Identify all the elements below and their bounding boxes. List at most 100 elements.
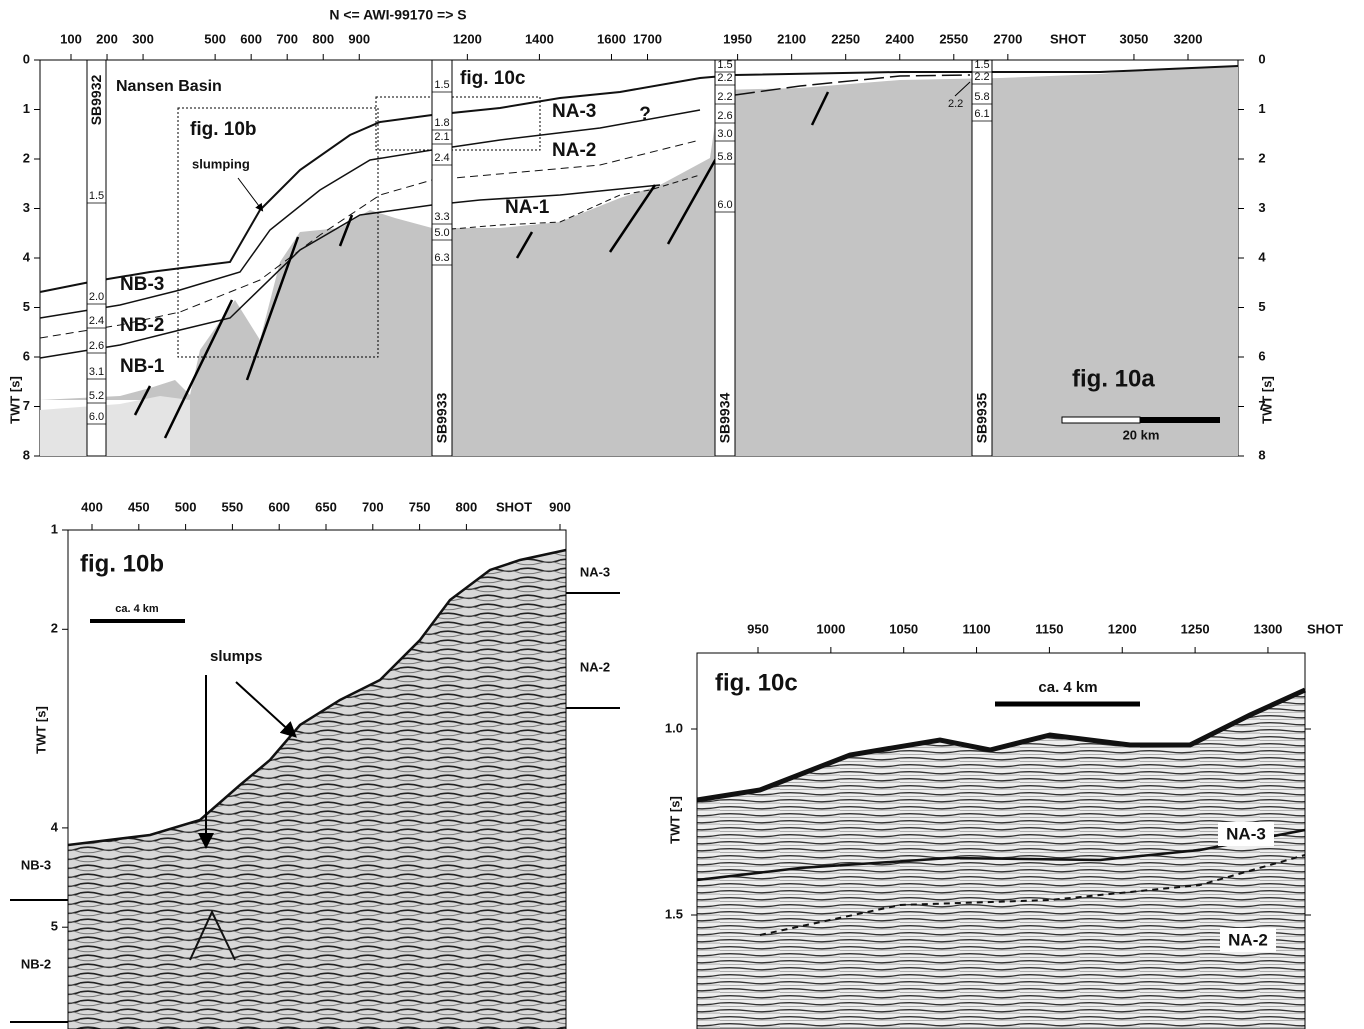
arrow: [235, 681, 297, 738]
y-tick-label: 1.5: [665, 906, 683, 921]
x-tick-label: 800: [456, 499, 478, 514]
inset-label: fig. 10c: [460, 68, 526, 89]
velocity-label: 2.6: [89, 340, 104, 352]
x-tick-label: 1200: [1108, 621, 1137, 636]
x-tick-label: 900: [549, 499, 571, 514]
x-tick-label: 3050: [1119, 31, 1148, 46]
x-tick-label: 700: [276, 31, 298, 46]
sediment-fill: [40, 396, 190, 456]
unit-label: NB-1: [120, 356, 165, 377]
x-tick-label: 600: [240, 31, 262, 46]
inset-box: [177, 107, 379, 358]
velocity-label: 2.4: [89, 315, 104, 327]
panel-10a: N <= AWI-99170 => S Nansen Basin fig. 10…: [7, 7, 1274, 457]
x-tick-label: 100: [60, 31, 82, 46]
velocity-label: 6.1: [974, 108, 989, 120]
inset-label: fig. 10b: [190, 119, 257, 140]
velocity-label: 2.2: [974, 71, 989, 83]
panel-label: fig. 10a: [1072, 365, 1155, 392]
y-tick-label: 1: [51, 521, 58, 536]
velocity-label: 5.8: [974, 91, 989, 103]
unit-label: NA-2: [580, 659, 610, 674]
station-name: SB9933: [434, 392, 450, 443]
horizon: [39, 109, 701, 319]
axis-label: SHOT: [1050, 31, 1086, 46]
x-tick-label: 200: [96, 31, 118, 46]
arrow: [237, 177, 264, 212]
station-column: [431, 59, 453, 457]
annotation: 2.2: [948, 98, 963, 110]
scale-label: ca. 4 km: [115, 603, 159, 615]
x-tick-label: 450: [128, 499, 150, 514]
profile-title: N <= AWI-99170 => S: [329, 7, 466, 23]
y-tick-label: 1: [23, 101, 30, 116]
velocity-label: 3.0: [717, 128, 732, 140]
axis-label: SHOT: [1307, 621, 1343, 636]
frame: [696, 652, 1306, 1029]
x-tick-label: 1300: [1253, 621, 1282, 636]
y-tick-label: 1: [1258, 101, 1265, 116]
x-tick-label: 2100: [777, 31, 806, 46]
station-column: [971, 59, 993, 457]
y-tick-label: 4: [23, 249, 31, 264]
velocity-label: 2.6: [717, 110, 732, 122]
station-name: SB9932: [88, 74, 104, 125]
velocity-label: 5.8: [717, 151, 732, 163]
unit-label: NA-3: [580, 564, 610, 579]
velocity-label: 5.2: [89, 390, 104, 402]
station-column: [714, 59, 736, 457]
x-tick-label: 800: [312, 31, 334, 46]
y-tick-label: 5: [1258, 299, 1265, 314]
inset-box: [375, 96, 541, 151]
scale-label: 20 km: [1123, 427, 1160, 442]
panel-label: fig. 10b: [80, 550, 164, 577]
y-tick-label: 2: [51, 621, 58, 636]
x-tick-label: 1100: [962, 621, 990, 636]
axis-label: SHOT: [496, 499, 532, 514]
unit-label: NA-3: [1226, 824, 1266, 843]
panel-10b: fig. 10b ca. 4 km slumps NA-3 NA-2 NB-3 …: [10, 499, 620, 1029]
y-tick-label: 5: [51, 919, 58, 934]
y-tick-label: 7: [1258, 398, 1265, 413]
label-bg: [1218, 822, 1274, 846]
annotation: slumping: [192, 156, 250, 171]
annotation: ?: [639, 104, 651, 125]
unit-label: NA-1: [505, 197, 550, 218]
velocity-label: 1.5: [89, 190, 104, 202]
x-tick-label: 1250: [1181, 621, 1210, 636]
horizon: [734, 74, 971, 96]
velocity-label: 2.2: [717, 72, 732, 84]
x-tick-label: 1200: [453, 31, 482, 46]
y-tick-label: 6: [23, 348, 30, 363]
y-tick-label: 5: [23, 299, 30, 314]
velocity-label: 2.4: [434, 152, 449, 164]
station-name: SB9934: [717, 392, 733, 443]
velocity-label: 1.5: [434, 79, 449, 91]
horizon: [39, 139, 701, 339]
scale-bar: [1061, 416, 1141, 424]
x-tick-label: 2250: [831, 31, 860, 46]
y-tick-label: 6: [1258, 348, 1265, 363]
velocity-label: 3.1: [89, 366, 104, 378]
annotation: slumps: [210, 648, 263, 665]
x-tick-label: 1700: [633, 31, 662, 46]
seafloor: [67, 548, 567, 847]
x-tick-label: 500: [204, 31, 226, 46]
seafloor: [696, 687, 1307, 803]
x-tick-label: 700: [362, 499, 384, 514]
scale-label: ca. 4 km: [1038, 679, 1097, 696]
y-tick-label: 4: [1258, 249, 1266, 264]
x-tick-label: 3200: [1174, 31, 1203, 46]
x-tick-label: 1000: [816, 621, 845, 636]
unit-label: NB-2: [120, 315, 164, 336]
horizon: [439, 174, 701, 231]
y-tick-label: 2: [1258, 150, 1265, 165]
velocity-label: 2.1: [434, 131, 449, 143]
x-tick-label: 2400: [885, 31, 914, 46]
y-tick-label: 7: [23, 398, 30, 413]
panel-label: fig. 10c: [715, 669, 798, 696]
axis-label: TWT [s]: [33, 706, 48, 754]
velocity-label: 1.8: [434, 117, 449, 129]
y-tick-label: 1.0: [665, 720, 683, 735]
y-tick-label: 8: [1258, 447, 1265, 462]
